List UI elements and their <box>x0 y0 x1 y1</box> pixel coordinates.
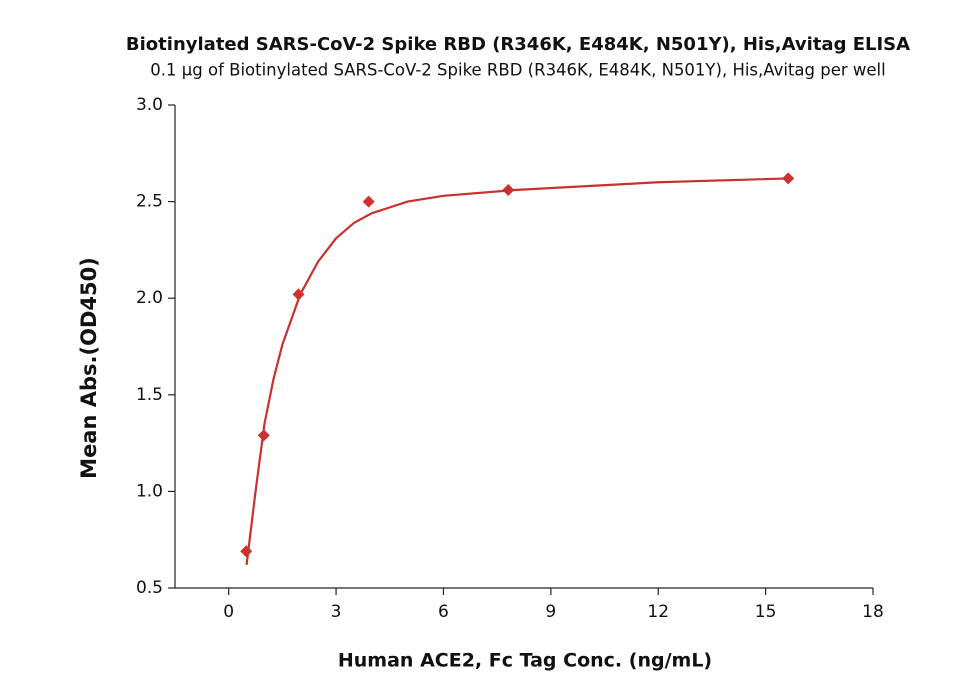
fit-curve <box>245 177 789 565</box>
x-tick-label: 18 <box>862 602 884 622</box>
x-tick-label: 6 <box>438 602 449 622</box>
chart-title: Biotinylated SARS-CoV-2 Spike RBD (R346K… <box>126 34 910 55</box>
data-point <box>240 545 253 558</box>
chart-subtitle: 0.1 μg of Biotinylated SARS-CoV-2 Spike … <box>150 61 885 80</box>
data-point <box>362 195 375 208</box>
y-tick-label: 1.5 <box>136 385 163 405</box>
y-tick-label: 3.0 <box>136 95 163 115</box>
x-tick-label: 12 <box>647 602 669 622</box>
y-tick-label: 2.5 <box>136 192 163 212</box>
y-tick-label: 1.0 <box>136 481 163 501</box>
x-tick-label: 15 <box>755 602 777 622</box>
y-tick-label: 0.5 <box>136 578 163 598</box>
x-axis-label: Human ACE2, Fc Tag Conc. (ng/mL) <box>338 650 712 672</box>
x-tick-label: 3 <box>331 602 342 622</box>
x-tick-label: 9 <box>545 602 556 622</box>
y-tick-label: 2.0 <box>136 288 163 308</box>
y-axis-label: Mean Abs.(OD450) <box>77 257 101 479</box>
x-tick-label: 0 <box>223 602 234 622</box>
